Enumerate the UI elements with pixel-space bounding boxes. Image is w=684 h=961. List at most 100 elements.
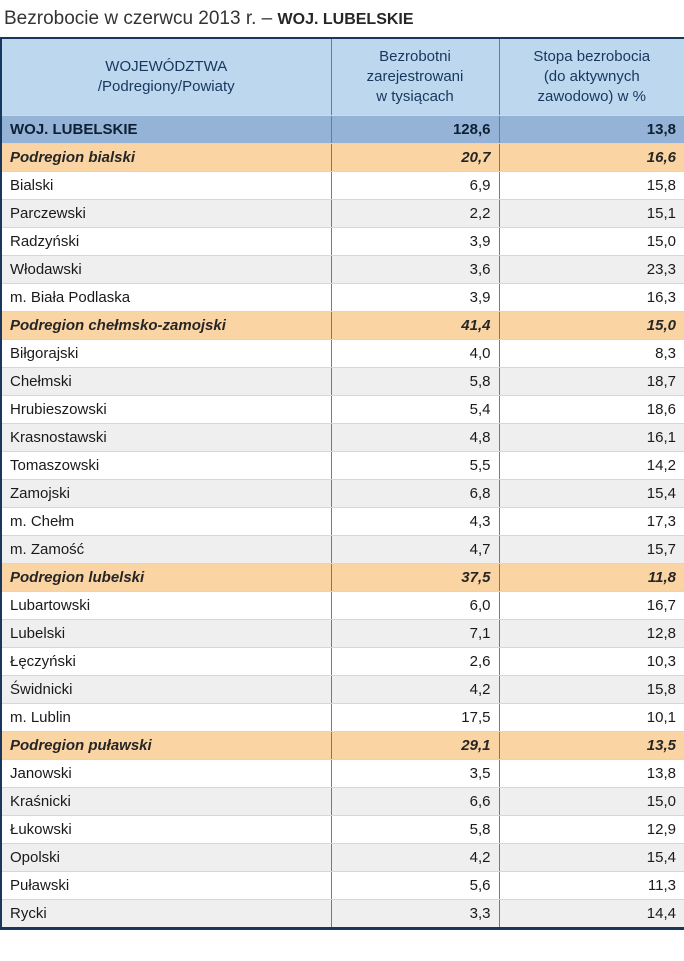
region-name: m. Biała Podlaska — [0, 283, 332, 312]
title-region: WOJ. LUBELSKIE — [277, 11, 414, 28]
rate-value: 13,8 — [498, 115, 684, 144]
region-name: Łęczyński — [0, 647, 332, 676]
region-name: Tomaszowski — [0, 451, 332, 480]
region-name: Podregion puławski — [0, 731, 332, 760]
rate-value: 16,6 — [498, 143, 684, 172]
table-row: m. Zamość 4,7 15,7 — [0, 535, 684, 564]
rate-value: 10,1 — [498, 703, 684, 732]
unemployed-value: 3,9 — [330, 227, 500, 256]
column-header-2: Stopa bezrobocia (do aktywnych zawodowo)… — [498, 38, 684, 116]
unemployed-value: 2,6 — [330, 647, 500, 676]
region-name: Lubartowski — [0, 591, 332, 620]
page: Bezrobocie w czerwcu 2013 r. – WOJ. LUBE… — [0, 8, 684, 930]
region-name: Lubelski — [0, 619, 332, 648]
rate-value: 11,3 — [498, 871, 684, 900]
unemployed-value: 4,2 — [330, 843, 500, 872]
table-row: Rycki 3,3 14,4 — [0, 899, 684, 929]
region-name: Janowski — [0, 759, 332, 788]
region-name: Rycki — [0, 899, 332, 929]
unemployed-value: 5,8 — [330, 815, 500, 844]
unemployed-value: 29,1 — [330, 731, 500, 760]
table-row: Opolski 4,2 15,4 — [0, 843, 684, 872]
region-name: WOJ. LUBELSKIE — [0, 115, 332, 144]
region-name: Hrubieszowski — [0, 395, 332, 424]
rate-value: 11,8 — [498, 563, 684, 592]
rate-value: 15,0 — [498, 787, 684, 816]
rate-value: 13,8 — [498, 759, 684, 788]
table-row: Radzyński 3,9 15,0 — [0, 227, 684, 256]
unemployed-value: 4,0 — [330, 339, 500, 368]
rate-value: 12,9 — [498, 815, 684, 844]
region-name: Parczewski — [0, 199, 332, 228]
unemployed-value: 4,3 — [330, 507, 500, 536]
table-row: Świdnicki 4,2 15,8 — [0, 675, 684, 704]
unemployed-value: 5,4 — [330, 395, 500, 424]
table-row: Włodawski 3,6 23,3 — [0, 255, 684, 284]
table-row: Biłgorajski 4,0 8,3 — [0, 339, 684, 368]
table-row: Bialski 6,9 15,8 — [0, 171, 684, 200]
region-name: Biłgorajski — [0, 339, 332, 368]
unemployed-value: 5,6 — [330, 871, 500, 900]
unemployed-value: 41,4 — [330, 311, 500, 340]
column-header-0: WOJEWÓDZTWA /Podregiony/Powiaty — [0, 38, 332, 116]
table-row: Tomaszowski 5,5 14,2 — [0, 451, 684, 480]
rate-value: 13,5 — [498, 731, 684, 760]
rate-value: 23,3 — [498, 255, 684, 284]
rate-value: 16,1 — [498, 423, 684, 452]
title-text: Bezrobocie w czerwcu 2013 r. – — [4, 8, 273, 29]
rate-value: 15,4 — [498, 479, 684, 508]
table-row: Chełmski 5,8 18,7 — [0, 367, 684, 396]
unemployment-table: WOJEWÓDZTWA /Podregiony/Powiaty Bezrobotn… — [0, 37, 684, 930]
region-name: Podregion lubelski — [0, 563, 332, 592]
table-row: Łukowski 5,8 12,9 — [0, 815, 684, 844]
rate-value: 15,1 — [498, 199, 684, 228]
unemployed-value: 6,8 — [330, 479, 500, 508]
region-name: Podregion bialski — [0, 143, 332, 172]
unemployed-value: 128,6 — [330, 115, 500, 144]
table-row: Parczewski 2,2 15,1 — [0, 199, 684, 228]
rate-value: 14,2 — [498, 451, 684, 480]
table-row: m. Chełm 4,3 17,3 — [0, 507, 684, 536]
rate-value: 15,8 — [498, 171, 684, 200]
rate-value: 16,3 — [498, 283, 684, 312]
rate-value: 18,7 — [498, 367, 684, 396]
unemployed-value: 17,5 — [330, 703, 500, 732]
unemployed-value: 5,5 — [330, 451, 500, 480]
region-name: Zamojski — [0, 479, 332, 508]
column-header-1: Bezrobotni zarejestrowani w tysiącach — [330, 38, 500, 116]
rate-value: 18,6 — [498, 395, 684, 424]
table-row: Zamojski 6,8 15,4 — [0, 479, 684, 508]
region-name: Opolski — [0, 843, 332, 872]
table-row: Podregion chełmsko-zamojski 41,4 15,0 — [0, 311, 684, 340]
table-row: Puławski 5,6 11,3 — [0, 871, 684, 900]
region-name: m. Zamość — [0, 535, 332, 564]
unemployed-value: 3,3 — [330, 899, 500, 929]
rate-value: 10,3 — [498, 647, 684, 676]
table-row: m. Lublin 17,5 10,1 — [0, 703, 684, 732]
unemployed-value: 6,0 — [330, 591, 500, 620]
rate-value: 8,3 — [498, 339, 684, 368]
unemployed-value: 7,1 — [330, 619, 500, 648]
table-header: WOJEWÓDZTWA /Podregiony/Powiaty Bezrobotn… — [0, 38, 684, 116]
table-row: WOJ. LUBELSKIE 128,6 13,8 — [0, 115, 684, 144]
rate-value: 14,4 — [498, 899, 684, 929]
rate-value: 15,0 — [498, 227, 684, 256]
table-row: Krasnostawski 4,8 16,1 — [0, 423, 684, 452]
region-name: m. Lublin — [0, 703, 332, 732]
unemployed-value: 6,6 — [330, 787, 500, 816]
region-name: Puławski — [0, 871, 332, 900]
region-name: Chełmski — [0, 367, 332, 396]
unemployed-value: 3,9 — [330, 283, 500, 312]
unemployed-value: 20,7 — [330, 143, 500, 172]
table-row: Janowski 3,5 13,8 — [0, 759, 684, 788]
region-name: Kraśnicki — [0, 787, 332, 816]
region-name: Świdnicki — [0, 675, 332, 704]
region-name: Krasnostawski — [0, 423, 332, 452]
rate-value: 15,4 — [498, 843, 684, 872]
rate-value: 16,7 — [498, 591, 684, 620]
region-name: m. Chełm — [0, 507, 332, 536]
table-row: m. Biała Podlaska 3,9 16,3 — [0, 283, 684, 312]
region-name: Podregion chełmsko-zamojski — [0, 311, 332, 340]
table-row: Kraśnicki 6,6 15,0 — [0, 787, 684, 816]
unemployed-value: 3,6 — [330, 255, 500, 284]
